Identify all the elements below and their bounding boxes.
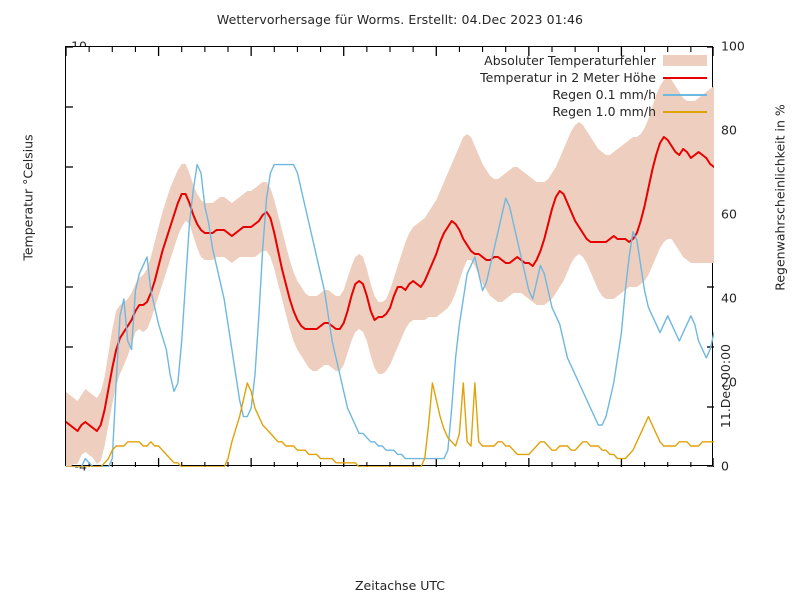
legend-item-label: Regen 0.1 mm/h [552, 87, 656, 102]
legend-swatch-line [663, 88, 707, 101]
legend-item-label: Regen 1.0 mm/h [552, 104, 656, 119]
series-line-rain_10 [66, 382, 714, 467]
legend-swatch-band [663, 55, 707, 66]
legend-item-label: Absoluter Temperaturfehler [484, 53, 656, 68]
legend-swatch-line [663, 105, 707, 118]
plot-area [65, 46, 714, 467]
series-band-temperature-error [66, 77, 714, 467]
series-line-temperature [66, 136, 714, 432]
series-line-rain_01 [66, 163, 714, 467]
legend-item[interactable]: Regen 1.0 mm/h [432, 103, 707, 120]
y2-tick-label: 60 [721, 206, 737, 222]
legend-swatch-line [663, 71, 707, 84]
y2-tick-label: 40 [721, 290, 737, 306]
legend-item[interactable]: Temperatur in 2 Meter Höhe [432, 69, 707, 86]
plot-svg [66, 47, 714, 467]
legend-item-label: Temperatur in 2 Meter Höhe [480, 70, 656, 85]
y2-tick-label: 20 [721, 374, 737, 390]
legend-item[interactable]: Absoluter Temperaturfehler [432, 52, 707, 69]
chart-title: Wettervorhersage für Worms. Erstellt: 04… [216, 12, 584, 27]
y2-tick-label: 0 [721, 458, 729, 474]
chart-legend: Absoluter Temperaturfehler Temperatur in … [432, 52, 707, 120]
y2-tick-label: 80 [721, 122, 737, 138]
y2-tick-label: 100 [721, 38, 745, 54]
x-axis-label: Zeitachse UTC [354, 578, 446, 593]
legend-item[interactable]: Regen 0.1 mm/h [432, 86, 707, 103]
x-tick-label: 11.Dec 00:00 [718, 344, 733, 429]
